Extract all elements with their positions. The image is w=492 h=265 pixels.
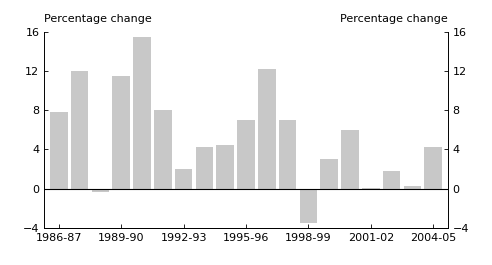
Bar: [71, 71, 89, 189]
Bar: [216, 145, 234, 189]
Bar: [300, 189, 317, 223]
Bar: [50, 112, 68, 189]
Bar: [133, 37, 151, 189]
Bar: [175, 169, 192, 189]
Bar: [237, 120, 255, 189]
Bar: [92, 189, 109, 192]
Bar: [362, 188, 380, 189]
Bar: [403, 186, 421, 189]
Bar: [320, 159, 338, 189]
Bar: [258, 69, 276, 189]
Bar: [424, 147, 442, 189]
Bar: [341, 130, 359, 189]
Bar: [112, 76, 130, 189]
Bar: [154, 110, 172, 189]
Text: Percentage change: Percentage change: [340, 14, 448, 24]
Bar: [279, 120, 296, 189]
Text: Percentage change: Percentage change: [44, 14, 152, 24]
Bar: [196, 147, 213, 189]
Bar: [383, 171, 400, 189]
